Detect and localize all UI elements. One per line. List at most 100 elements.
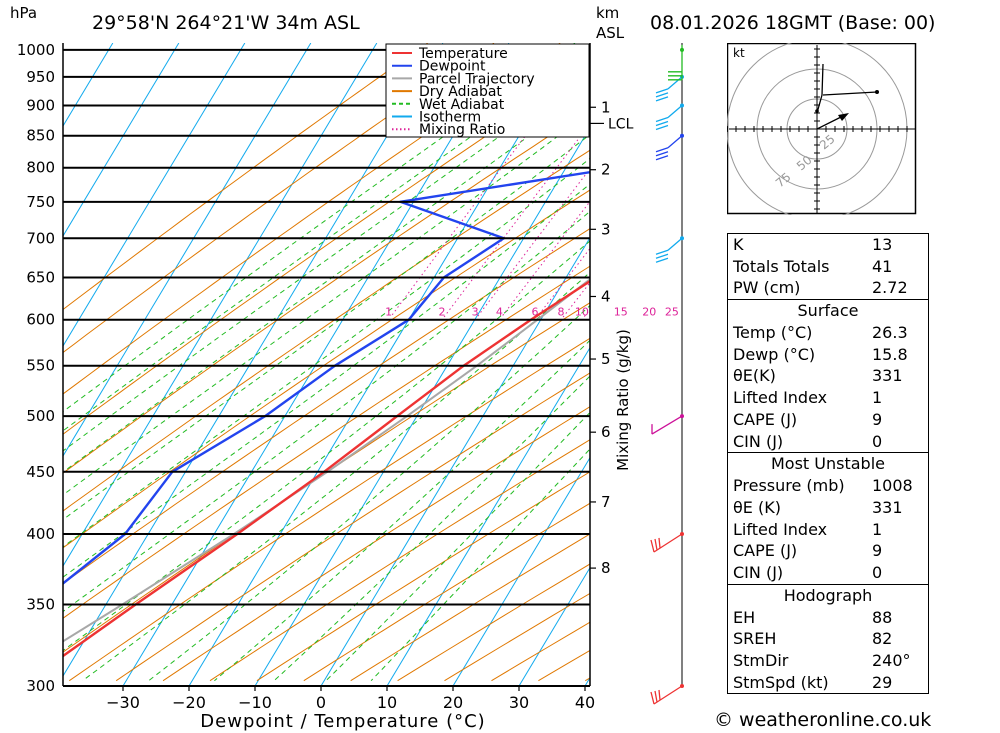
legend-label: Parcel Trajectory [419,71,535,87]
index-row: Temp (°C) 26.3 [728,322,928,344]
wet-adiabat-line [63,70,590,452]
index-label: CAPE (J) [733,409,798,429]
index-value: 13 [872,235,893,254]
mixing-ratio-label: 3 [472,306,479,319]
isotherm-line [63,43,246,347]
index-row: StmDir 240° [728,650,928,672]
x-tick-label: 20 [443,693,463,712]
isotherm-line [63,43,114,127]
index-value: 29 [872,672,893,692]
index-label: Temp (°C) [733,323,813,343]
index-value: 88 [872,607,893,627]
index-value: 15.8 [872,344,908,364]
wet-adiabat-line [63,43,576,413]
copyright: © weatheronline.co.uk [714,709,932,731]
index-table: K 13 Totals Totals 41 PW (cm) 2.72 Surface Te… [727,233,929,695]
dry-adiabat-line [63,149,590,512]
wind-barb [651,415,683,435]
index-label: Lifted Index [733,388,828,408]
isotherm-line [63,43,180,237]
wet-adiabat-line [325,411,590,682]
mixing-ratio-axis-label: Mixing Ratio (g/kg) [614,329,632,471]
storm-motion-arrowhead [838,113,849,121]
dry-adiabat-line [209,439,590,682]
index-value: 1 [872,519,883,539]
wet-adiabat-line [63,183,590,578]
pressure-tick-label: 600 [26,311,55,329]
index-row: CAPE (J) 9 [728,540,928,562]
temperature-profile [63,279,590,658]
wind-barb [650,533,683,553]
legend-label: Dewpoint [419,59,486,75]
index-row: EH 88 [728,607,928,629]
unit-hpa: hPa [10,4,38,22]
index-value: 2.72 [872,278,908,298]
index-label: Totals Totals [733,256,830,276]
wind-barb [655,105,683,131]
index-row: CIN (J) 0 [728,431,928,453]
km-tick-label: 8 [601,559,611,577]
mixing-ratio-label: 10 [575,306,589,319]
wet-adiabat-line [63,210,590,613]
index-row: StmSpd (kt) 29 [728,672,928,694]
x-tick-label: 30 [509,693,529,712]
pressure-tick-label: 300 [26,677,55,695]
general-indices: K 13 Totals Totals 41 PW (cm) 2.72 [728,234,928,299]
wet-adiabat-line [63,50,590,432]
dry-adiabat-line [63,43,428,311]
index-row: Lifted Index 1 [728,519,928,541]
pressure-tick-label: 700 [26,229,55,247]
index-label: PW (cm) [733,278,801,298]
hodograph-section: Hodograph EH 88 SREH 82 StmDir 240° StmSpd (kt… [728,583,928,694]
index-row: Pressure (mb) 1008 [728,475,928,497]
x-tick-label: −10 [238,693,272,712]
index-row: K 13 [728,234,928,256]
pressure-tick-label: 400 [26,525,55,543]
isotherm-line [63,43,312,457]
hodograph-title: Hodograph [783,585,873,605]
surface-title: Surface [797,301,859,321]
x-tick-label: 10 [377,693,397,712]
legend-label: Wet Adiabat [419,97,505,113]
index-value: 1008 [872,476,913,496]
mixing-ratio-label: 1 [385,306,392,319]
dry-adiabat-line [303,502,590,682]
km-tick-label: 4 [601,287,611,305]
mixing-ratio-label: 4 [496,306,503,319]
index-label: EH [733,607,756,627]
pressure-tick-label: 750 [26,193,55,211]
legend-label: Temperature [418,46,508,62]
most-unstable-section: Most Unstable Pressure (mb) 1008 θE (K) 331… [728,452,928,583]
index-row: CIN (J) 0 [728,562,928,584]
km-tick-label: 6 [601,423,611,441]
x-tick-label: 0 [316,693,326,712]
isotherm-line [254,126,590,686]
index-label: Pressure (mb) [733,476,845,496]
index-label: SREH [733,629,777,649]
mixing-ratio-label: 6 [531,306,538,319]
dry-adiabat-line [69,337,590,682]
isotherm-line [386,346,590,686]
index-row: SREH 82 [728,628,928,650]
index-value: 41 [872,256,893,276]
index-label: StmSpd (kt) [733,672,829,692]
index-value: 0 [872,562,883,582]
dry-adiabat-line [256,471,590,682]
mixing-ratio-line [443,122,590,318]
pressure-tick-label: 350 [26,596,55,614]
km-tick-label: 2 [601,161,611,179]
mixing-ratio-label: 25 [665,306,679,319]
index-row: PW (cm) 2.72 [728,277,928,299]
hodograph-point [875,90,879,94]
index-label: CAPE (J) [733,541,798,561]
x-tick-label: −20 [172,693,206,712]
mixing-ratio-label: 20 [642,306,656,319]
pressure-tick-label: 850 [26,127,55,145]
index-value: 331 [872,366,903,386]
isotherm-line [63,43,444,677]
dry-adiabat-line [63,43,561,395]
wet-adiabat-line [63,157,590,548]
dry-adiabat-line [63,108,590,474]
index-value: 26.3 [872,323,908,343]
index-label: θE (K) [733,497,781,517]
